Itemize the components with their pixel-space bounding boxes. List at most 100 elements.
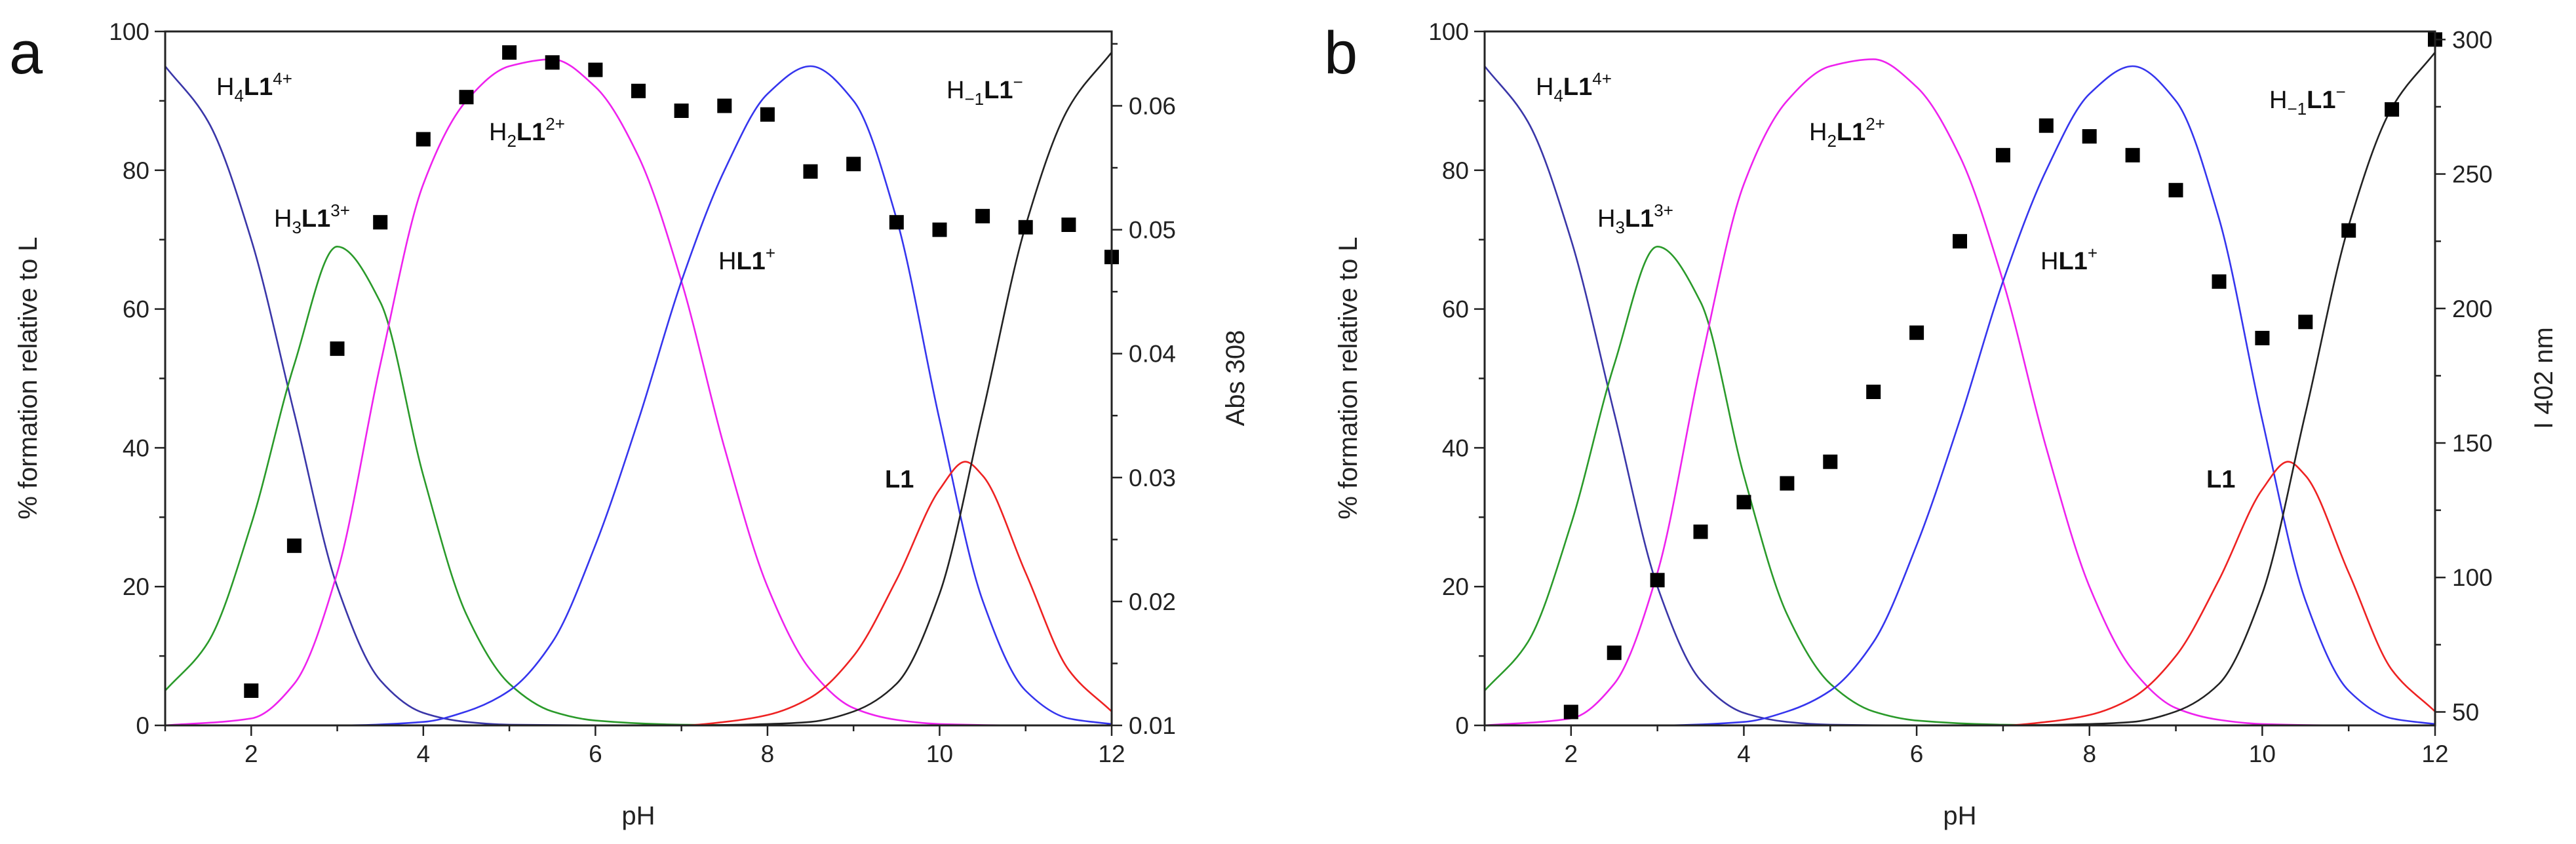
panel-a-x-axis-title: pH	[621, 801, 655, 830]
panel-b-scatter-point	[2385, 102, 2400, 117]
panel-b-scatter-point	[2341, 223, 2356, 238]
panel-b-label-l1: L1	[2206, 466, 2235, 493]
panel-b-scatter-point	[1953, 234, 1967, 249]
panel-b-scatter-point	[1607, 645, 1622, 661]
panel-a-curve-0	[164, 66, 1112, 727]
panel-a-scatter-point	[975, 208, 990, 223]
panel-b-ticks: 2 4 6 8 10 12 0 20 40 60 80 100 50 100 150 200 250 300	[1428, 18, 2492, 767]
panel-b-y-tick-label: 0	[1455, 712, 1469, 739]
panel-b-label-hm1l1: H−1L1−	[2269, 82, 2346, 119]
panel-a-scatter-point	[545, 55, 560, 70]
panel-a-scatter-point	[760, 107, 775, 122]
panel-a-right-axis-title: Abs 308	[1221, 330, 1250, 427]
panel-a-label-l1: L1	[885, 466, 914, 493]
panel-b-scatter-point	[1866, 385, 1881, 399]
panel-b-y2-tick-label: 100	[2452, 564, 2493, 591]
panel-a-curve-5	[165, 52, 1113, 727]
panel-a-scatter-point	[1061, 218, 1076, 232]
panel-b-scatter-point	[1563, 704, 1578, 719]
panel-a-y-tick-label: 20	[123, 573, 149, 600]
panel-b-scatter-point	[1823, 454, 1838, 469]
panel-b-scatter-point	[1693, 524, 1708, 539]
panel-b-scatter-point	[1909, 325, 1924, 340]
panel-a-y2-tick-label: 0.04	[1129, 341, 1176, 368]
panel-a-x-tick-label: 6	[589, 740, 602, 767]
panel-a-ticks: 2 4 6 8 10 12 0 20 40 60 80 100 0.01 0.02 0.03 0.04 0.05…	[109, 18, 1176, 767]
panel-b-curve-0	[1483, 66, 2436, 727]
panel-a-species-curves	[164, 52, 1113, 727]
panel-a-y-tick-label: 100	[109, 18, 149, 45]
panel-b-label-h2l1: H2L12+	[1809, 114, 1885, 151]
panel-a-letter: a	[9, 20, 43, 86]
panel-a-scatter-point	[803, 164, 818, 179]
panel-a-scatter-point	[932, 222, 947, 237]
panel-a-y-tick-label: 60	[123, 296, 149, 323]
panel-a-curve-2	[165, 58, 1112, 727]
panel-a-y2-tick-label: 0.03	[1129, 465, 1176, 491]
panel-b-x-tick-label: 12	[2421, 740, 2448, 767]
panel-a-y2-tick-label: 0.06	[1129, 92, 1176, 119]
panel-a-y2-tick-label: 0.01	[1129, 712, 1176, 739]
panel-b-y2-tick-label: 200	[2452, 296, 2493, 322]
panel-b-curve-4	[1485, 461, 2436, 727]
panel-a-x-tick-label: 12	[1098, 740, 1125, 767]
panel-b-y-tick-label: 80	[1442, 157, 1469, 184]
panel-b-scatter-point	[1650, 573, 1665, 588]
panel-b: b 2 4 6 8 10 1202040608010050100150200250300 …	[1324, 18, 2558, 830]
panel-b-y2-tick-label: 150	[2452, 430, 2493, 457]
panel-a-scatter-point	[416, 132, 431, 147]
panel-a-curve-1	[165, 245, 1112, 727]
panel-a-scatter-point	[330, 341, 345, 356]
panel-a-scatter-point	[459, 90, 474, 105]
panel-b-x-tick-label: 4	[1737, 740, 1751, 767]
panel-a-y2-tick-label: 0.05	[1129, 217, 1176, 244]
panel-a-scatter-point	[846, 157, 861, 172]
panel-a-scatter-point	[631, 83, 646, 98]
panel-b-y2-tick-label: 50	[2452, 699, 2479, 725]
panel-b-scatter-point	[2039, 118, 2054, 133]
panel-a-y-tick-label: 80	[123, 157, 149, 184]
panel-a-x-tick-label: 10	[926, 740, 953, 767]
panel-b-scatter-point	[1780, 476, 1795, 491]
panel-a-scatter-point	[244, 683, 259, 698]
panel-b-scatter-point	[2168, 183, 2183, 198]
panel-b-species-curves	[1483, 52, 2436, 727]
panel-b-y-tick-label: 20	[1442, 573, 1469, 600]
panel-a-scatter-point	[674, 104, 689, 118]
panel-a-scatter-point	[889, 215, 904, 230]
panel-b-curve-3	[1485, 65, 2436, 727]
panel-b-y-tick-label: 100	[1428, 18, 1469, 45]
panel-b-x-tick-label: 10	[2249, 740, 2276, 767]
panel-a-scatter-point	[373, 215, 388, 230]
panel-b-plot-frame	[1483, 30, 2436, 727]
panel-b-scatter-point	[1736, 495, 1751, 510]
panel-a-scatter-point	[588, 62, 603, 77]
panel-a-curve-3	[165, 65, 1112, 727]
panel-b-curve-5	[1485, 52, 2436, 727]
panel-a-label-hm1l1: H−1L1−	[946, 72, 1023, 109]
panel-a-label-h2l1: H2L12+	[489, 114, 565, 151]
panel-b-y-tick-label: 60	[1442, 296, 1469, 323]
panel-a: a 2 4 6 8 10 12 0 20 40 60 80 100 0.01 0.02 0.03 0.04 0.…	[9, 18, 1250, 830]
panel-a-label-h3l1: H3L13+	[274, 201, 350, 237]
panel-b-y2-tick-label: 250	[2452, 161, 2493, 188]
panel-a-x-tick-label: 4	[417, 740, 431, 767]
panel-b-y2-tick-label: 300	[2452, 26, 2493, 53]
panel-b-left-axis-title: % formation relative to L	[1334, 237, 1363, 519]
panel-b-x-tick-label: 2	[1565, 740, 1578, 767]
panel-b-y-tick-label: 40	[1442, 434, 1469, 461]
panel-b-scatter-point	[2082, 129, 2097, 144]
panel-a-plot-frame	[164, 30, 1113, 727]
panel-a-label-hl1: HL1+	[718, 243, 775, 275]
panel-a-label-h4l1: H4L14+	[216, 69, 292, 106]
panel-a-scatter-points	[244, 45, 1119, 698]
panel-a-curve-4	[165, 461, 1112, 727]
panel-a-scatter-point	[717, 98, 732, 113]
panel-a-scatter-point	[1018, 220, 1033, 235]
panel-a-scatter-point	[286, 538, 302, 553]
panel-a-y2-tick-label: 0.02	[1129, 588, 1176, 615]
panel-b-letter: b	[1324, 20, 1357, 86]
panel-b-x-tick-label: 8	[2082, 740, 2096, 767]
panel-b-scatter-point	[1995, 147, 2010, 163]
